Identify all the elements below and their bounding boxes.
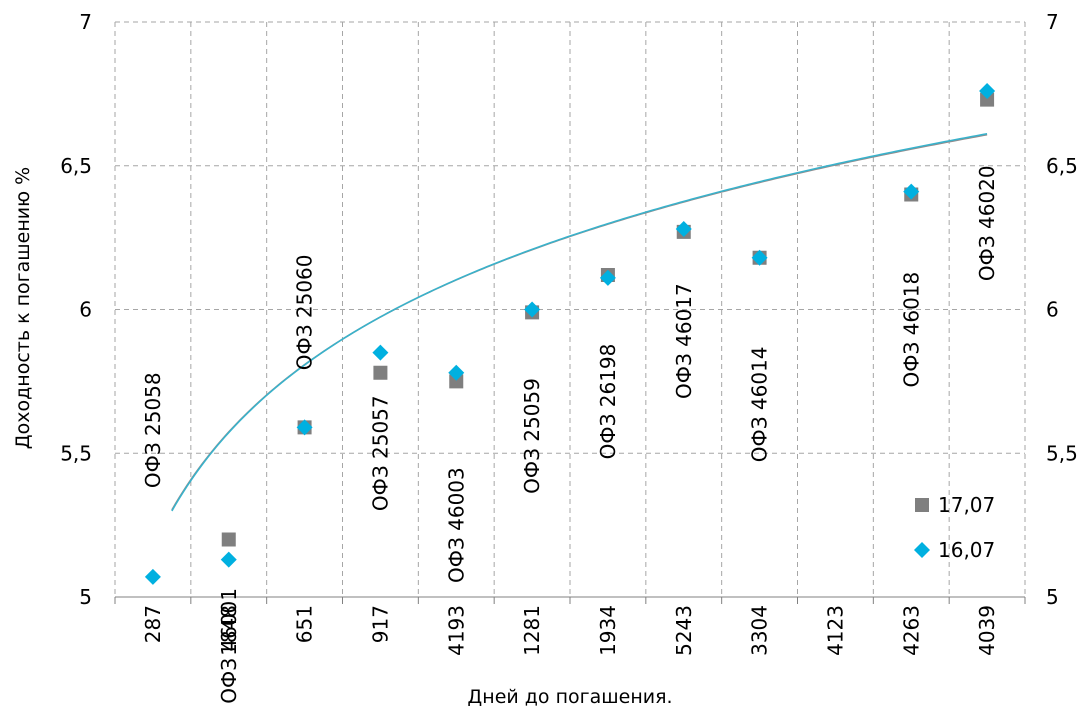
y-tick-label-right: 5: [1046, 585, 1059, 609]
point-diamond: [296, 419, 313, 436]
bond-label: ОФЗ 46017: [672, 283, 696, 399]
legend: 17,07 16,07: [914, 493, 995, 562]
bond-label: ОФЗ 25058: [141, 372, 165, 488]
x-tick-label: 4263: [899, 605, 923, 656]
point-square: [221, 532, 236, 547]
point-square: [449, 374, 464, 389]
legend-marker: [915, 498, 929, 512]
x-tick-label: 1281: [520, 605, 544, 656]
bond-label: ОФЗ 25057: [368, 395, 392, 511]
trendlines: [171, 132, 988, 512]
gridlines: [114, 21, 1026, 597]
y-tick-label-right: 6: [1046, 298, 1059, 322]
data-points: [144, 83, 996, 585]
bond-label: ОФЗ 25059: [520, 378, 544, 494]
y-tick-label-left: 5: [79, 585, 92, 609]
y-tick-label-left: 7: [79, 10, 92, 34]
x-tick-label: 4039: [975, 605, 999, 656]
point-diamond: [903, 183, 920, 200]
legend-marker: [914, 542, 930, 558]
y-axis-title: Доходность к погашению %: [12, 167, 34, 449]
x-tick-label: 287: [141, 605, 165, 643]
point-diamond: [751, 249, 768, 266]
y-tick-label-left: 5,5: [60, 441, 92, 465]
x-tick-label: 4193: [444, 605, 468, 656]
y-tick-label-right: 6,5: [1046, 154, 1078, 178]
point-diamond: [448, 364, 465, 381]
y-tick-label-right: 7: [1046, 10, 1059, 34]
legend-label: 17,07: [938, 493, 995, 517]
x-tick-label: 3304: [748, 605, 772, 656]
point-diamond: [220, 551, 237, 568]
point-diamond: [144, 568, 161, 585]
point-diamond: [979, 83, 996, 99]
bond-label: ОФЗ 46020: [975, 165, 999, 281]
bond-label: ОФЗ 46018: [899, 272, 923, 388]
axes: 5 5 5,5 5,5 6 6 6,5 6,5 7 7 287 1848 651 917 4193 1281 1…: [60, 10, 1078, 656]
x-tick-label: 917: [368, 605, 392, 643]
point-diamond: [675, 221, 692, 237]
point-square: [980, 92, 995, 107]
y-tick-label-left: 6,5: [60, 154, 92, 178]
bond-label: ОФЗ 25060: [293, 254, 317, 370]
x-tick-label: 651: [293, 605, 317, 643]
bond-labels: ОФЗ 25058 ОФЗ 46001 ОФЗ 25060 ОФЗ 25057 ОФЗ …: [141, 165, 999, 703]
trendline: [171, 132, 988, 512]
legend-label: 16,07: [938, 538, 995, 562]
x-tick-label: 1848: [217, 605, 241, 656]
point-diamond: [599, 269, 616, 286]
bond-label: ОФЗ 26198: [596, 344, 620, 460]
x-axis-title: Дней до погашения.: [467, 686, 672, 708]
point-diamond: [524, 301, 541, 318]
x-tick-label: 5243: [672, 605, 696, 656]
point-diamond: [372, 344, 389, 361]
point-square: [373, 365, 388, 380]
y-tick-label-left: 6: [79, 298, 92, 322]
x-tick-label: 1934: [596, 605, 620, 656]
bond-label: ОФЗ 46014: [748, 346, 772, 462]
x-tick-label: 4123: [823, 605, 847, 656]
bond-label: ОФЗ 46003: [444, 467, 468, 583]
y-tick-label-right: 5,5: [1046, 441, 1078, 465]
bond-label: ОФЗ 46001: [217, 588, 241, 704]
